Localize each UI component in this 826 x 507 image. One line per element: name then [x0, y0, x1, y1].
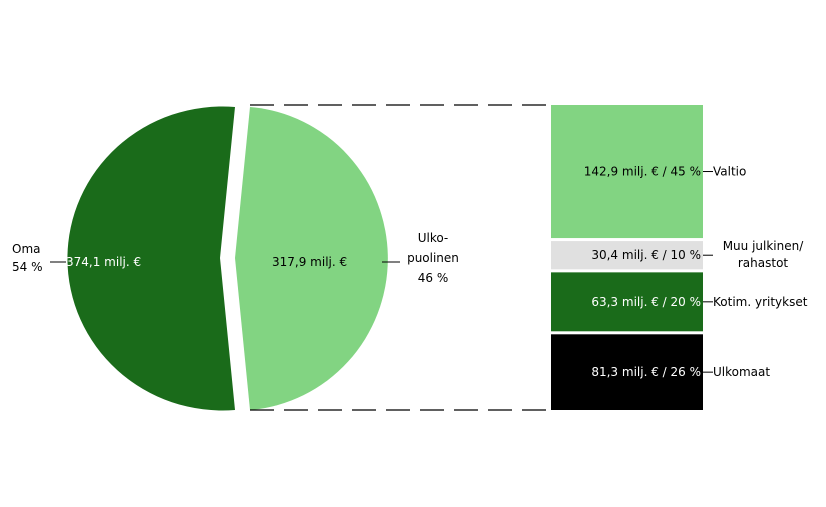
pie-slice-oma	[67, 106, 235, 411]
bar-value-label-valtio: 142,9 milj. € / 45 %	[584, 165, 701, 179]
bar-segment-ulkomaat	[551, 334, 703, 410]
oma-value-label: 374,1 milj. €	[66, 255, 141, 269]
bar-value-label-ulkomaat: 81,3 milj. € / 26 %	[591, 365, 701, 379]
breakdown-bar: 142,9 milj. € / 45 % Valtio 30,4 milj. € /…	[551, 105, 808, 410]
bar-category-label-valtio: Valtio	[713, 165, 746, 179]
ulko-label-line1: Ulko-	[418, 231, 449, 245]
bar-segment-muu-julkinen	[551, 241, 703, 270]
bar-value-label-muu-julkinen: 30,4 milj. € / 10 %	[591, 248, 701, 262]
bar-segment-kotim-yritykset	[551, 272, 703, 332]
ulko-percent: 46 %	[418, 271, 449, 285]
ulko-label-line2: puolinen	[407, 251, 459, 265]
bar-value-label-kotim-yritykset: 63,3 milj. € / 20 %	[591, 295, 701, 309]
bar-category-label-muu-julkinen: Muu julkinen/rahastot	[723, 239, 805, 270]
bar-category-label-ulkomaat: Ulkomaat	[713, 365, 770, 379]
oma-percent: 54 %	[12, 260, 43, 274]
bar-category-label-kotim-yritykset: Kotim. yritykset	[713, 295, 808, 309]
pie-slice-ulkopuolinen	[235, 107, 388, 410]
ulko-value-label: 317,9 milj. €	[272, 255, 347, 269]
bar-segment-valtio	[551, 105, 703, 239]
oma-label: Oma	[12, 242, 41, 256]
